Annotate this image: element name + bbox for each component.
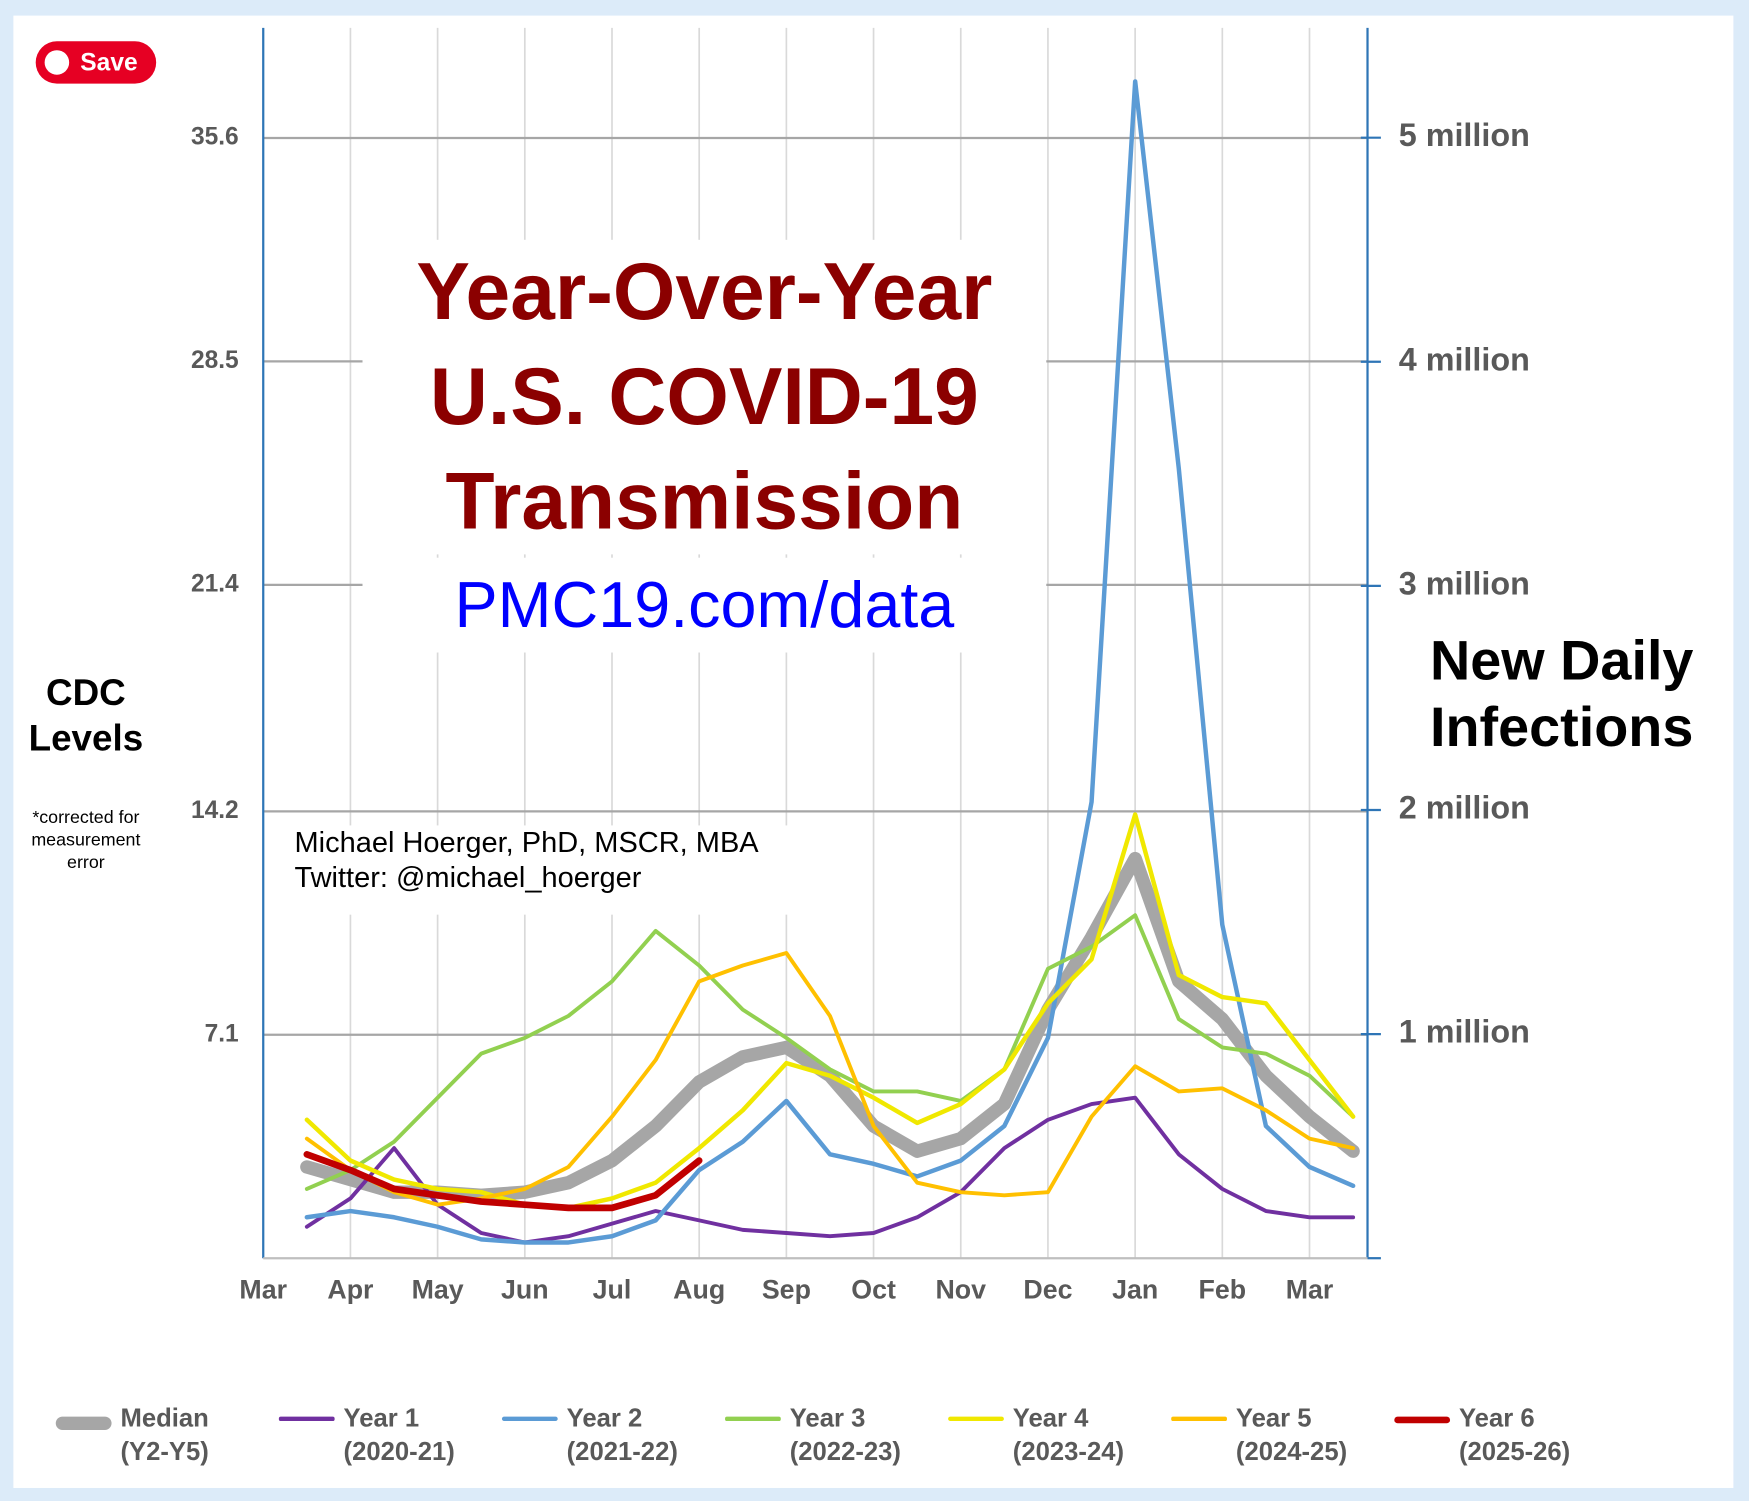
x-tick-label: Jan	[1112, 1275, 1158, 1305]
y2-tick-label: 4 million	[1399, 341, 1530, 377]
legend-swatch	[278, 1416, 335, 1421]
author-line: Twitter: @michael_hoerger	[294, 859, 642, 894]
x-tick-label: Sep	[762, 1275, 811, 1305]
y-tick-label: 28.5	[191, 347, 239, 374]
y-tick-label: 21.4	[191, 570, 239, 597]
series-line	[304, 79, 1356, 1245]
y-tick-label: 35.6	[191, 124, 239, 151]
legend-swatch	[948, 1416, 1004, 1422]
legend-label: Year 6 (2025-26)	[1458, 1403, 1571, 1466]
author: Michael Hoerger, PhD, MSCR, MBA Twitter:…	[287, 825, 808, 915]
x-tick-label: May	[412, 1275, 464, 1305]
legend-item: Median (Y2-Y5)	[55, 1401, 279, 1479]
legend-label: Year 2 (2021-22)	[566, 1403, 678, 1466]
x-tick-label: Mar	[1286, 1275, 1334, 1305]
x-tick-label: Aug	[673, 1275, 725, 1305]
series-line	[304, 1095, 1356, 1245]
subtitle: PMC19.com/data	[362, 557, 1047, 653]
legend-label: Year 3 (2022-23)	[789, 1403, 901, 1466]
legend-label: Median (Y2-Y5)	[120, 1403, 209, 1466]
legend-swatch	[1394, 1416, 1451, 1424]
title-line: U.S. COVID-19	[429, 352, 979, 442]
legend-swatch	[725, 1416, 781, 1421]
chart-title: Year-Over-Year U.S. COVID-19 Transmissio…	[362, 239, 1047, 555]
y-tick-label: 7.1	[205, 1020, 239, 1047]
legend-swatch	[501, 1416, 558, 1422]
x-tick-label: Mar	[239, 1275, 287, 1305]
legend-item: Year 5 (2024-25)	[1171, 1401, 1394, 1479]
save-icon	[44, 50, 70, 75]
x-tick-label: Dec	[1023, 1275, 1072, 1305]
legend-item: Year 4 (2023-24)	[948, 1401, 1171, 1479]
x-tick-label: Jun	[501, 1275, 549, 1305]
x-tick-label: Nov	[935, 1275, 986, 1305]
y2-tick-label: 1 million	[1399, 1014, 1530, 1050]
save-label[interactable]: Save	[80, 47, 138, 76]
legend-item: Year 3 (2022-23)	[725, 1401, 948, 1479]
legend-label: Year 4 (2023-24)	[1012, 1403, 1125, 1466]
x-tick-label: Oct	[851, 1275, 896, 1305]
y2-tick-label: 3 million	[1399, 565, 1530, 601]
series-line	[304, 812, 1356, 1211]
legend-item: Year 1 (2020-21)	[278, 1401, 502, 1479]
x-tick-label: Jul	[593, 1275, 632, 1305]
y-tick-label: 14.2	[191, 797, 239, 824]
series-line	[303, 1151, 703, 1212]
title-line: Year-Over-Year	[416, 247, 993, 337]
legend-item: Year 2 (2021-22)	[501, 1401, 725, 1479]
legend: Median (Y2-Y5) Year 1 (2020-21) Year 2 (20…	[55, 1401, 1707, 1479]
y-axis-label: CDC Levels	[28, 671, 144, 759]
y2-axis-label: New Daily Infections	[1429, 629, 1694, 759]
legend-label: Year 5 (2024-25)	[1235, 1403, 1348, 1466]
legend-label: Year 1 (2020-21)	[343, 1403, 455, 1466]
save-button[interactable]: Save	[35, 41, 157, 84]
legend-swatch	[55, 1416, 112, 1430]
y2-tick-label: 2 million	[1399, 790, 1530, 826]
x-tick-label: Feb	[1199, 1275, 1247, 1305]
legend-swatch	[1171, 1416, 1227, 1421]
x-tick-label: Apr	[327, 1275, 374, 1305]
y2-tick-label: 5 million	[1399, 117, 1530, 153]
author-line: Michael Hoerger, PhD, MSCR, MBA	[294, 825, 759, 859]
title-line: Transmission	[445, 457, 964, 547]
y-axis-note: *corrected for measurement error	[31, 808, 141, 873]
series-line	[304, 913, 1356, 1191]
legend-item: Year 6 (2025-26)	[1394, 1401, 1617, 1479]
